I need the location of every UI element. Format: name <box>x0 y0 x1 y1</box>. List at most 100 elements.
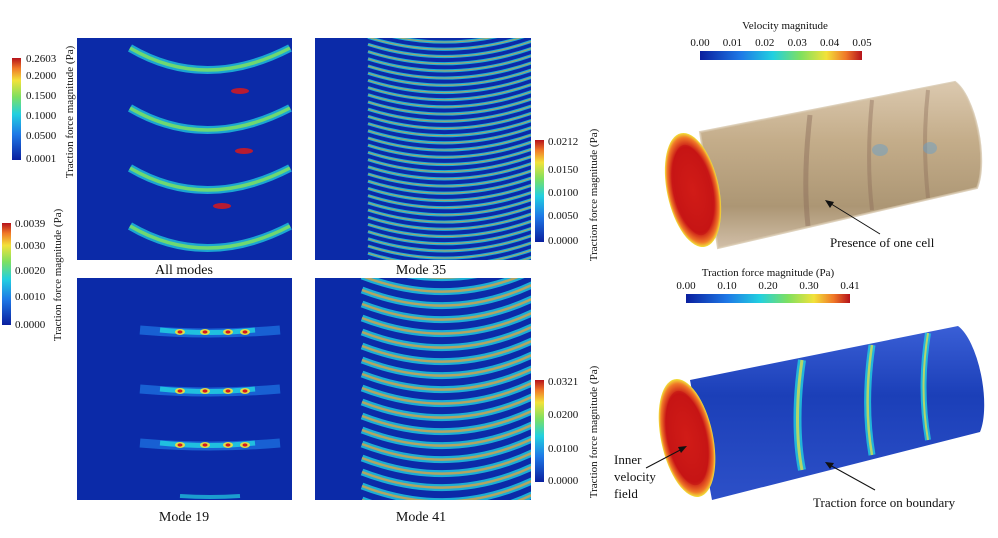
colorbar-all-modes-tick: 0.2603 <box>26 53 57 65</box>
panel-mode-19: Mode 19 <box>77 278 292 525</box>
colorbar-mode-19-tick: 0.0010 <box>15 291 46 303</box>
arrow-cell-line <box>827 201 881 235</box>
colorbar-velocity-ticks: 0.00 0.01 0.02 0.03 0.04 0.05 <box>690 37 872 49</box>
colorbar-velocity: Velocity magnitude 0.00 0.01 0.02 0.03 0.04 0… <box>690 20 872 60</box>
band-arc-core <box>367 163 531 180</box>
band-arc-core <box>361 325 531 349</box>
colorbar-all-modes: Traction force magnitude (Pa) 0.2603 0.2… <box>12 45 76 178</box>
band-arc-core <box>367 242 531 259</box>
annotation-boundary-text: Traction force on boundary <box>813 495 956 510</box>
band-arc-core <box>367 62 531 79</box>
band-arc-core <box>361 395 531 419</box>
colorbar-tick-label: 0.02 <box>755 37 774 49</box>
band-arc-core <box>367 191 531 209</box>
caption-all-modes: All modes <box>155 263 213 278</box>
colorbar-traction-3d-gradient <box>686 294 850 303</box>
band-arc-core <box>367 98 531 115</box>
caption-mode-19: Mode 19 <box>159 510 209 525</box>
band-arc-core <box>361 381 531 405</box>
band-arc-core <box>367 206 531 223</box>
colorbar-mode-19: Traction force magnitude (Pa) 0.0039 0.0… <box>2 208 64 341</box>
band-arc-core <box>362 508 534 530</box>
band-arc-core <box>129 46 291 72</box>
band-hotspot-core <box>225 443 231 447</box>
annotation-boundary: Traction force on boundary <box>813 462 956 510</box>
band-arc-core <box>129 166 291 192</box>
band-arc-core <box>368 264 534 280</box>
arrow-boundary-line <box>827 463 876 491</box>
colorbar-tick-label: 0.20 <box>758 280 778 292</box>
band-arc-core <box>363 278 519 293</box>
colorbar-mode-35-tick: 0.0212 <box>548 136 578 148</box>
colorbar-tick-label: 0.00 <box>690 37 710 49</box>
band-arc-core <box>367 83 531 101</box>
band-arc <box>368 264 534 280</box>
band-arc-core <box>367 127 531 144</box>
band-hotspot-core <box>242 330 248 334</box>
colorbar-all-modes-label: Traction force magnitude (Pa) <box>64 45 76 178</box>
band-group-mode-35 <box>367 38 534 280</box>
caption-mode-35: Mode 35 <box>396 263 446 278</box>
band-arc-core <box>367 76 531 93</box>
tube-traction-inner-core <box>665 390 709 486</box>
band-arc-core <box>367 249 531 260</box>
band-arc-core <box>367 134 531 151</box>
colorbar-mode-41-tick: 0.0321 <box>548 376 578 388</box>
band-arc-core <box>367 40 531 57</box>
band-arc-core <box>367 155 531 173</box>
colorbar-mode-35: Traction force magnitude (Pa) 0.0212 0.0… <box>535 128 600 261</box>
colorbar-mode-41-tick: 0.0100 <box>548 443 579 455</box>
band-hotspot-core <box>242 389 248 393</box>
colorbar-mode-35-tick: 0.0050 <box>548 210 579 222</box>
panel-mode-35: Mode 35 <box>315 38 534 280</box>
colorbar-mode-41-tick: 0.0200 <box>548 409 579 421</box>
tube-velocity-cell-ring <box>923 89 930 199</box>
panel-mode-41: Mode 41 <box>315 278 534 530</box>
band-arc-core <box>367 170 531 187</box>
arrow-inner-head <box>678 446 687 453</box>
band-arc-core <box>361 367 531 391</box>
colorbar-mode-19-tick: 0.0039 <box>15 218 46 230</box>
band-arc-core <box>367 184 531 202</box>
band-arc-core <box>361 409 531 433</box>
band-arc-core <box>367 141 531 158</box>
band-arc-core <box>361 353 531 377</box>
band-arc-core <box>361 465 531 489</box>
colorbar-traction-3d: Traction force magnitude (Pa) 0.00 0.10 0.… <box>676 267 860 303</box>
band-group-all-modes <box>127 44 292 252</box>
band-arc-core <box>367 91 531 108</box>
annotation-inner-line3: field <box>614 486 638 501</box>
arrow-cell-head <box>825 200 834 208</box>
band-arc-core <box>361 283 531 307</box>
colorbar-tick-label: 0.04 <box>820 37 840 49</box>
arrow-boundary-head <box>825 462 834 469</box>
band-arc-core <box>129 224 291 250</box>
colorbar-mode-41-label: Traction force magnitude (Pa) <box>588 365 600 498</box>
annotation-inner-line2: velocity <box>614 469 656 484</box>
colorbar-tick-label: 0.03 <box>788 37 808 49</box>
band-arc-core <box>367 227 531 245</box>
band-arc-core <box>367 69 531 86</box>
colorbar-mode-19-tick: 0.0000 <box>15 319 46 331</box>
band-arc-core <box>361 451 531 475</box>
colorbar-velocity-gradient <box>700 51 862 60</box>
band-arc <box>179 494 241 499</box>
colorbar-tick-label: 0.00 <box>676 280 696 292</box>
tube-traction-body <box>690 326 985 500</box>
band-arc-core <box>368 38 522 50</box>
band-arc-core <box>397 38 493 43</box>
colorbar-mode-35-tick: 0.0100 <box>548 187 579 199</box>
band-arc-core <box>361 339 531 363</box>
colorbar-tick-label: 0.05 <box>852 37 872 49</box>
band-arc-core <box>367 47 531 65</box>
annotation-cell: Presence of one cell <box>825 200 935 250</box>
tube-traction-ring-core <box>796 359 804 471</box>
colorbar-mode-19-label: Traction force magnitude (Pa) <box>52 208 64 341</box>
band-arc-core <box>129 106 291 132</box>
colorbar-mode-19-tick: 0.0020 <box>15 265 46 277</box>
band-arc-core <box>361 479 531 500</box>
colorbar-all-modes-tick: 0.0001 <box>26 153 56 165</box>
band-arc-core <box>367 148 531 166</box>
colorbar-mode-19-gradient <box>2 223 11 325</box>
tube-velocity-blob <box>923 142 937 154</box>
